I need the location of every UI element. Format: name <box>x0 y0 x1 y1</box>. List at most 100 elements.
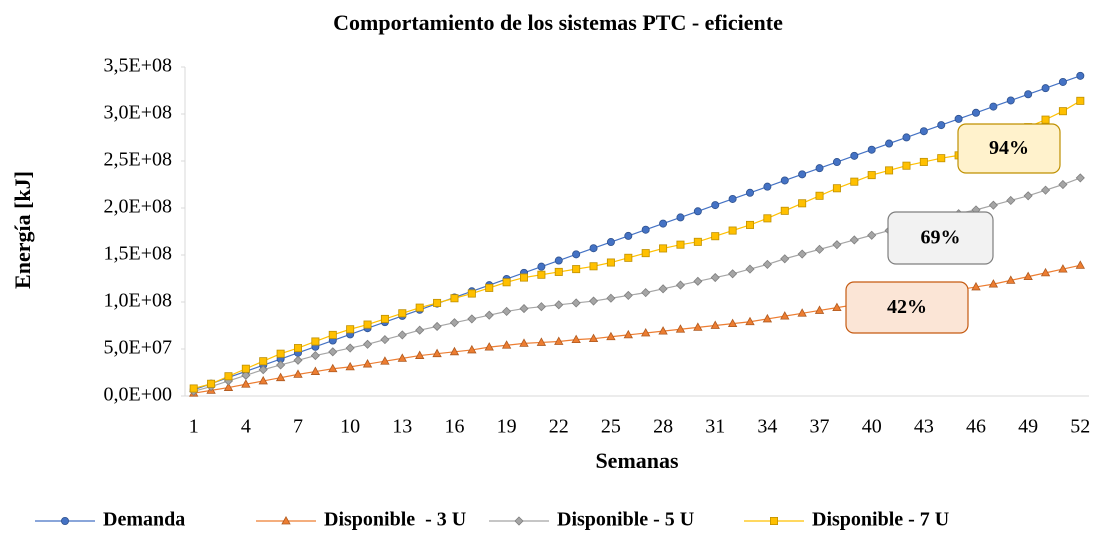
x-axis-title: Semanas <box>595 448 679 473</box>
marker <box>345 343 355 353</box>
marker <box>675 324 686 333</box>
x-tick-label: 46 <box>966 416 986 438</box>
y-axis-title: Energía [kJ] <box>10 171 35 289</box>
marker <box>989 102 998 111</box>
marker <box>571 334 581 344</box>
marker <box>537 262 546 271</box>
marker <box>536 302 546 312</box>
marker <box>346 325 355 334</box>
legend-marker <box>770 517 779 526</box>
marker <box>745 264 755 274</box>
marker <box>675 280 686 290</box>
x-tick-label: 4 <box>241 416 251 438</box>
marker <box>728 269 738 279</box>
marker <box>1024 90 1033 99</box>
marker <box>867 145 876 154</box>
marker <box>762 313 773 323</box>
marker <box>1076 96 1085 105</box>
y-tick-label: 3,5E+08 <box>104 55 173 77</box>
marker <box>641 225 650 234</box>
marker <box>832 184 841 193</box>
marker <box>519 304 529 314</box>
marker <box>554 336 564 345</box>
marker <box>1006 96 1015 105</box>
marker <box>972 108 981 117</box>
y-tick-label: 2,5E+08 <box>104 149 173 171</box>
marker <box>415 325 425 335</box>
marker <box>623 329 633 339</box>
marker <box>693 237 702 246</box>
marker <box>797 249 807 259</box>
marker <box>885 139 894 148</box>
y-tick-label: 3,0E+08 <box>104 102 173 124</box>
marker <box>258 375 268 385</box>
marker <box>467 344 477 354</box>
marker <box>798 170 807 179</box>
marker <box>693 322 703 331</box>
marker <box>259 357 268 366</box>
marker <box>919 127 928 136</box>
marker <box>380 356 390 365</box>
marker <box>1058 77 1067 86</box>
marker <box>363 320 372 329</box>
marker <box>415 303 424 312</box>
marker <box>1075 173 1085 183</box>
marker <box>780 176 789 185</box>
marker <box>814 305 825 314</box>
marker <box>589 262 598 271</box>
marker <box>293 344 302 353</box>
annotation: 94% <box>989 137 1029 159</box>
marker <box>815 191 824 200</box>
marker <box>520 273 529 282</box>
marker <box>988 279 999 288</box>
x-tick-label: 37 <box>810 416 830 438</box>
marker <box>1040 267 1051 277</box>
x-tick-label: 31 <box>705 416 725 438</box>
marker <box>433 298 442 307</box>
marker <box>537 270 546 279</box>
marker <box>398 309 407 318</box>
marker <box>867 230 877 240</box>
marker <box>606 238 615 247</box>
marker <box>1076 71 1085 80</box>
y-tick-label: 0,0E+00 <box>104 384 173 406</box>
marker <box>676 240 685 249</box>
marker <box>1058 107 1067 116</box>
legend-label: Disponible - 5 U <box>557 509 694 531</box>
x-tick-label: 10 <box>340 416 360 438</box>
marker <box>814 244 825 254</box>
marker <box>380 335 390 345</box>
marker <box>1041 84 1050 93</box>
marker <box>223 382 234 391</box>
marker <box>763 182 772 191</box>
marker <box>276 349 285 358</box>
marker <box>536 337 547 346</box>
marker <box>885 166 894 175</box>
marker <box>728 226 737 235</box>
marker <box>780 311 790 320</box>
marker <box>606 293 616 303</box>
marker <box>710 272 720 283</box>
marker <box>659 219 668 228</box>
marker <box>1075 260 1085 269</box>
marker <box>919 157 928 166</box>
x-tick-label: 1 <box>189 416 199 438</box>
marker <box>276 360 286 370</box>
legend-label: Disponible - 3 U <box>324 509 466 531</box>
marker <box>310 351 320 361</box>
marker <box>275 372 286 382</box>
x-tick-label: 22 <box>549 416 569 438</box>
marker <box>241 370 251 380</box>
marker <box>397 330 407 340</box>
legend-label: Demanda <box>103 509 185 531</box>
marker <box>293 355 303 365</box>
annotation: 69% <box>921 227 961 249</box>
marker <box>658 326 668 335</box>
marker <box>1041 115 1050 124</box>
marker <box>624 231 633 240</box>
x-tick-label: 19 <box>497 416 517 438</box>
marker <box>345 361 355 371</box>
marker <box>328 347 338 357</box>
x-tick-label: 43 <box>914 416 934 438</box>
marker <box>902 133 911 142</box>
